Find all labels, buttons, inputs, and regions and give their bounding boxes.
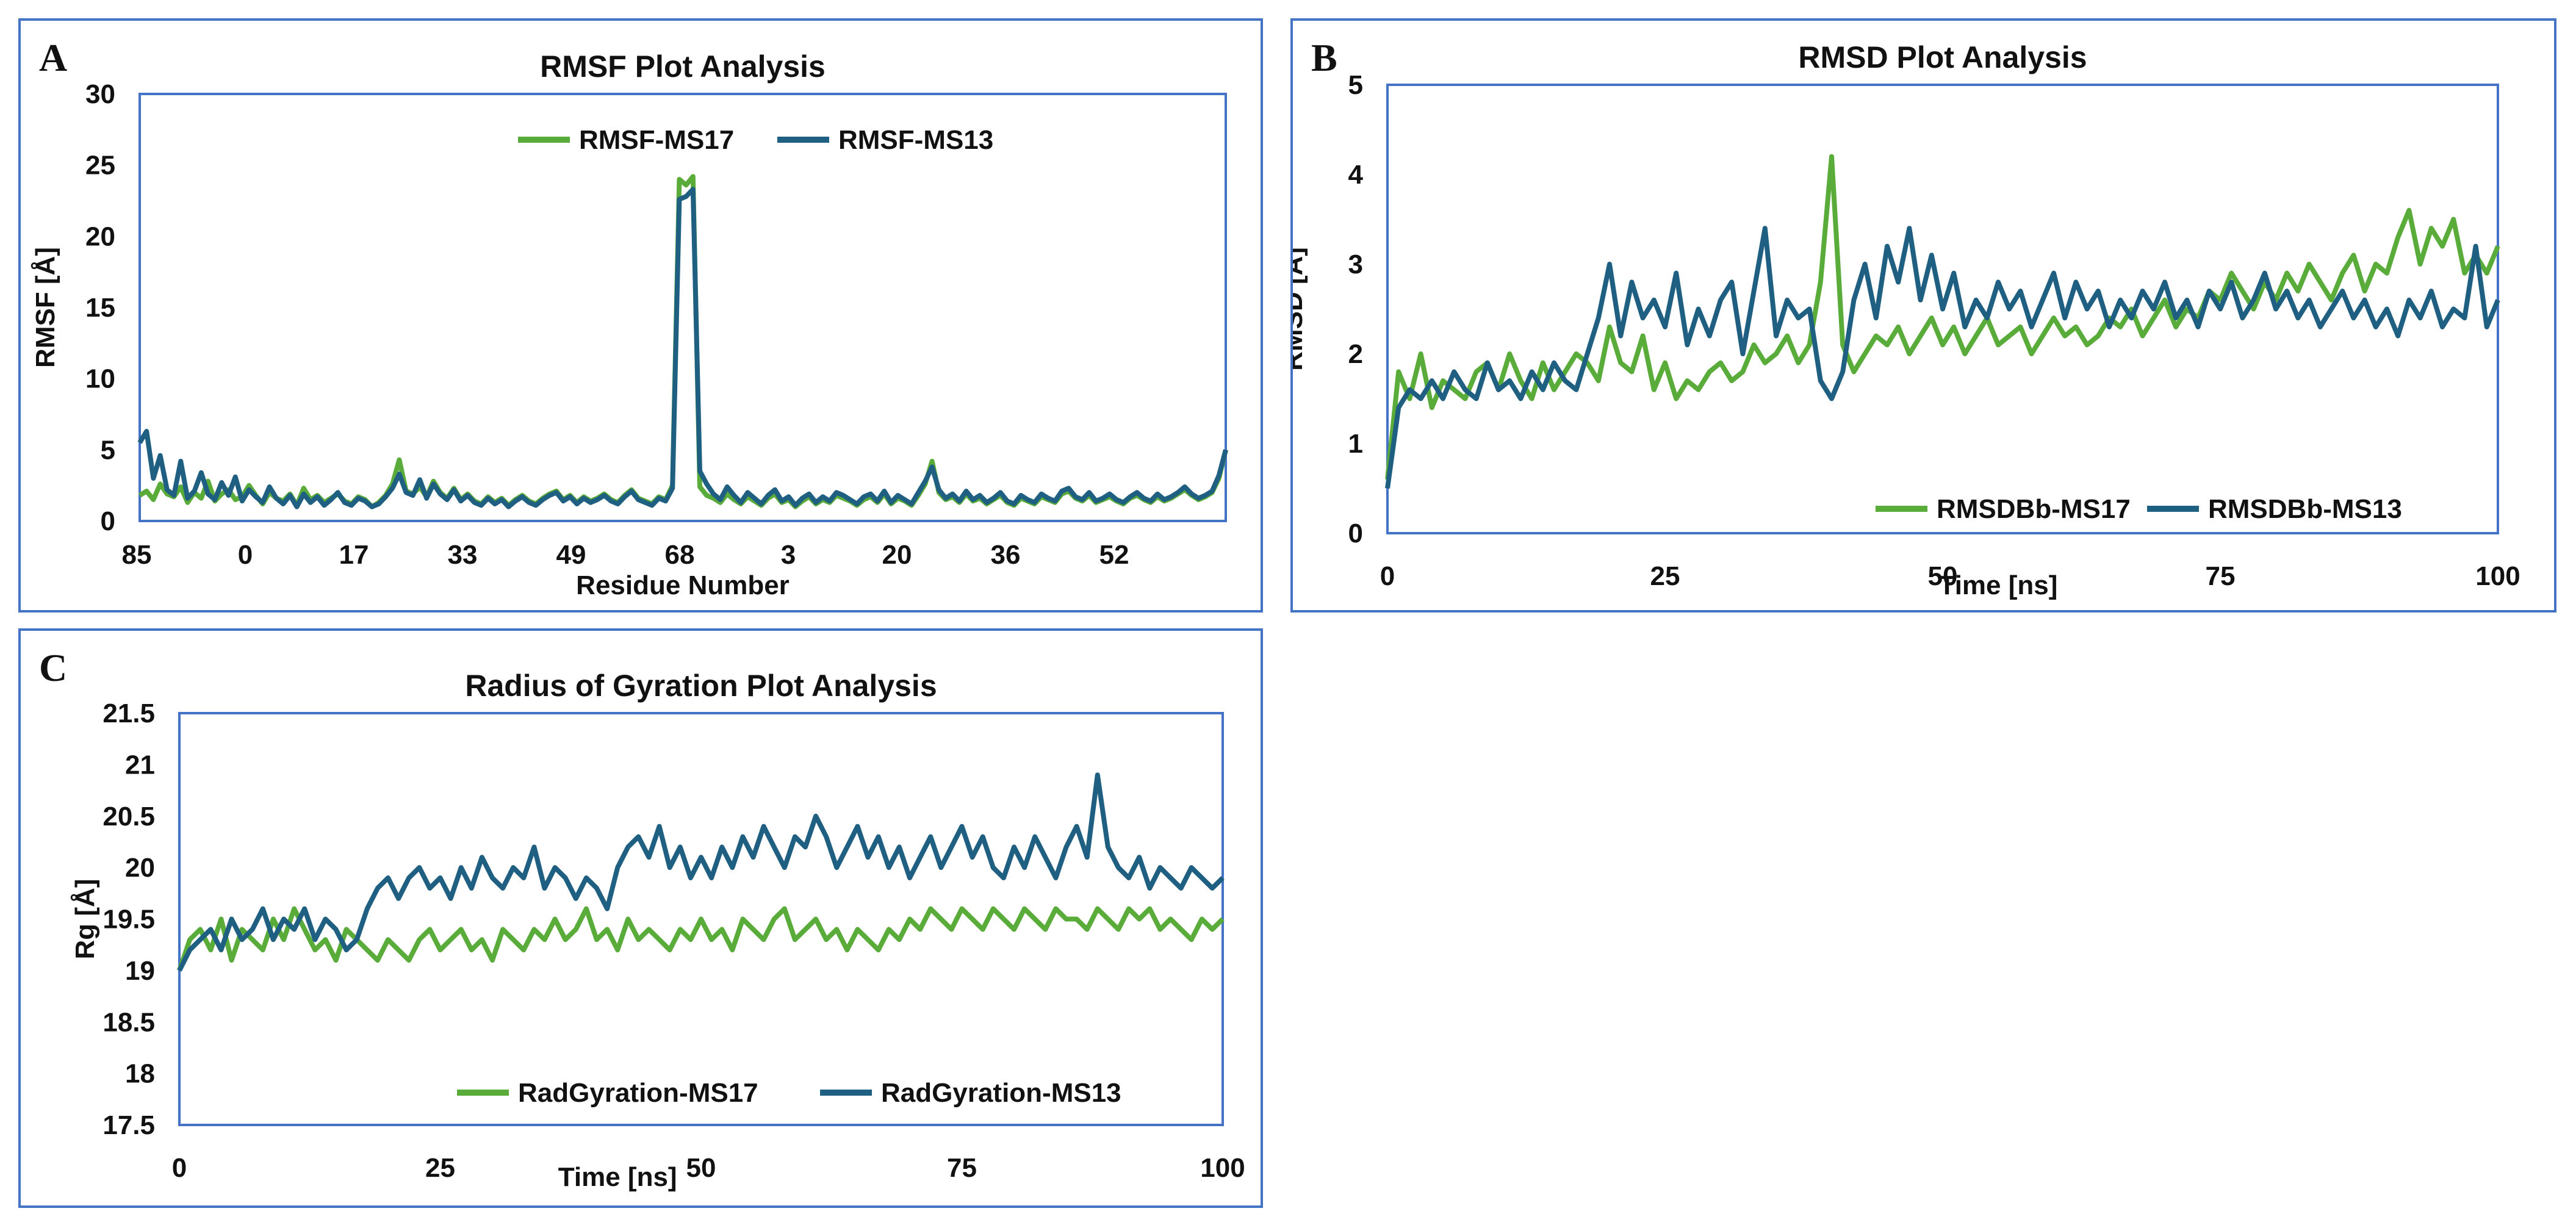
x-tick-label-a: 33 (448, 540, 478, 570)
x-tick-label-a: 49 (556, 540, 586, 570)
legend-label-radgyration-ms13: RadGyration-MS13 (881, 1078, 1121, 1108)
y-tick-label-b: 0 (1348, 519, 1363, 548)
panel-letter-b: B (1311, 36, 1337, 79)
series-line-rmsdbb-ms13 (1385, 226, 2500, 489)
x-axis-label-a: Residue Number (576, 570, 790, 600)
y-tick-label-b: 2 (1348, 339, 1363, 369)
series-line-radgyration-ms17 (177, 906, 1225, 972)
x-tick-label-c: 100 (1200, 1153, 1245, 1183)
x-tick-label-b: 0 (1380, 561, 1395, 591)
legend-label-rmsdbb-ms17: RMSDBb-MS17 (1937, 494, 2131, 524)
chart-title-b: RMSD Plot Analysis (1798, 40, 2087, 74)
y-tick-label-c: 20.5 (103, 802, 155, 832)
x-tick-label-a: 85 (122, 540, 152, 570)
y-tick-label-c: 18 (125, 1059, 155, 1089)
rmsd-chart: B RMSD Plot Analysis 0 1 2 3 4 5 RMSD [Å] 0 25 50 7… (1293, 36, 2520, 600)
y-tick-label-a: 0 (101, 506, 115, 536)
legend-label-rmsf-ms17: RMSF-MS17 (579, 125, 734, 155)
y-tick-label-c: 18.5 (103, 1007, 155, 1037)
y-tick-label-a: 15 (85, 293, 115, 323)
chart-title-a: RMSF Plot Analysis (540, 49, 826, 84)
y-tick-label-b: 5 (1348, 70, 1363, 100)
y-axis-label-a: RMSF [Å] (31, 247, 60, 368)
y-tick-label-a: 10 (85, 364, 115, 394)
y-tick-label-b: 4 (1348, 160, 1364, 190)
y-tick-label-c: 21.5 (103, 699, 155, 728)
y-tick-label-b: 3 (1348, 250, 1363, 279)
x-tick-label-b: 25 (1650, 561, 1680, 591)
x-tick-label-b: 75 (2206, 561, 2236, 591)
y-tick-label-a: 30 (85, 79, 115, 109)
x-tick-label-c: 25 (425, 1153, 455, 1183)
y-axis-label-b: RMSD [Å] (1293, 247, 1308, 371)
x-tick-label-a: 36 (991, 540, 1021, 570)
panel-a: A RMSF Plot Analysis 0 5 10 15 20 25 30 RMSF [Å]… (18, 18, 1263, 612)
x-tick-label-c: 0 (172, 1153, 187, 1183)
plot-area-a (139, 93, 1227, 522)
y-tick-label-c: 20 (125, 853, 155, 883)
y-tick-label-b: 1 (1348, 429, 1363, 459)
panel-letter-c: C (39, 646, 67, 689)
x-tick-label-a: 52 (1099, 540, 1129, 570)
panel-b: B RMSD Plot Analysis 0 1 2 3 4 5 RMSD [Å] 0 25 50 7… (1290, 18, 2556, 612)
y-tick-label-c: 21 (125, 750, 155, 780)
x-tick-label-a: 68 (665, 540, 695, 570)
x-tick-label-a: 3 (781, 540, 796, 570)
rg-chart: C Radius of Gyration Plot Analysis 17.5 18… (39, 646, 1245, 1192)
x-tick-label-a: 20 (882, 540, 912, 570)
x-tick-label-a: 17 (339, 540, 369, 570)
x-tick-label-c: 75 (947, 1153, 977, 1183)
series-line-rmsdbb-ms17 (1385, 154, 2500, 480)
x-tick-label-c: 50 (686, 1153, 716, 1183)
chart-title-c: Radius of Gyration Plot Analysis (465, 669, 937, 703)
y-tick-label-a: 20 (85, 221, 115, 251)
y-tick-label-c: 19 (125, 956, 155, 986)
panel-letter-a: A (39, 36, 67, 79)
series-line-radgyration-ms13 (177, 772, 1225, 972)
x-tick-label-b: 50 (1928, 561, 1958, 591)
y-tick-label-a: 25 (85, 151, 115, 181)
series-line-rmsf-ms17 (138, 174, 1228, 509)
y-tick-label-c: 19.5 (103, 905, 155, 935)
panel-c: C Radius of Gyration Plot Analysis 17.5 18… (18, 628, 1263, 1208)
y-tick-label-c: 17.5 (103, 1110, 155, 1140)
x-axis-label-c: Time [ns] (558, 1162, 677, 1192)
legend-label-rmsdbb-ms13: RMSDBb-MS13 (2208, 494, 2402, 524)
x-tick-label-b: 100 (2475, 561, 2520, 591)
x-tick-label-a: 0 (238, 540, 253, 570)
y-axis-label-c: Rg [Å] (70, 879, 100, 960)
x-axis-label-b: Time [ns] (1939, 570, 2058, 600)
legend-label-radgyration-ms17: RadGyration-MS17 (518, 1078, 758, 1108)
legend-label-rmsf-ms13: RMSF-MS13 (838, 125, 993, 155)
plot-area-b (1386, 84, 2499, 534)
series-line-rmsf-ms13 (137, 187, 1228, 509)
y-tick-label-a: 5 (101, 435, 115, 465)
